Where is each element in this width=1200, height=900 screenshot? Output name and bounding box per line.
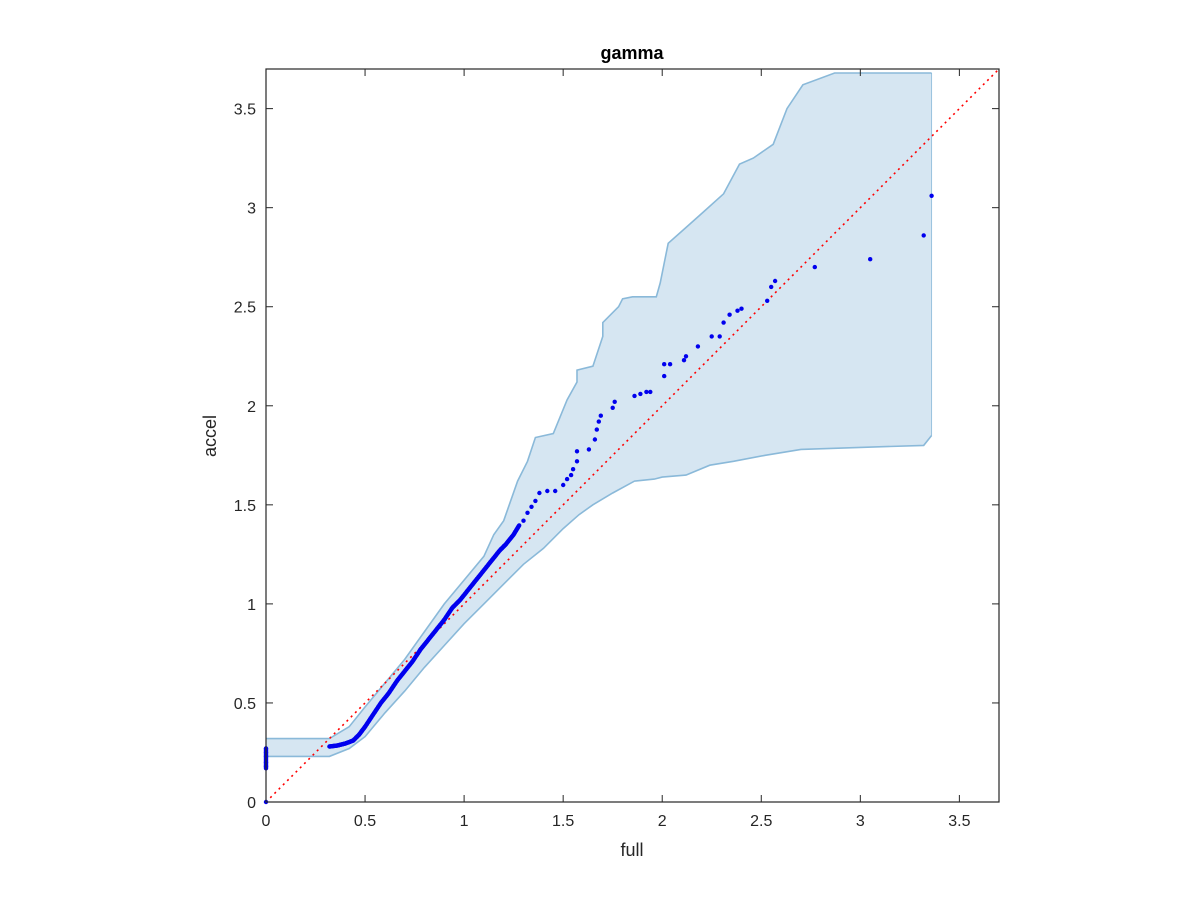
scatter-point: [695, 344, 701, 349]
scatter-point: [644, 389, 649, 395]
band-upper-edge: [266, 72, 932, 740]
confidence-band: [266, 72, 933, 758]
scatter-point: [612, 399, 617, 404]
scatter-point: [662, 373, 667, 379]
scatter-points: [263, 193, 934, 805]
axes-box: [265, 68, 1000, 803]
scatter-point: [638, 391, 643, 397]
scatter-point: [517, 523, 522, 528]
scatter-point: [735, 308, 740, 313]
scatter-point: [574, 449, 580, 454]
scatter-point: [533, 498, 538, 504]
band-fill: [266, 73, 932, 757]
x-tick-label: 3: [856, 813, 865, 830]
scatter-point: [662, 362, 667, 367]
x-axis-ticks: 0 0.5 1 1.5 2 2.5 3 3.5: [262, 69, 971, 830]
scatter-point: [727, 312, 732, 317]
scatter-point: [610, 405, 615, 410]
scatter-point: [525, 510, 530, 515]
scatter-point: [632, 393, 637, 399]
scatter-point: [521, 518, 526, 523]
x-tick-label: 1: [460, 813, 469, 830]
x-tick-label: 2.5: [750, 813, 772, 830]
y-axis-label: accel: [200, 415, 220, 457]
scatter-point: [596, 419, 601, 424]
scatter-point: [681, 358, 687, 363]
chart-title: gamma: [600, 43, 664, 63]
scatter-point: [592, 437, 598, 442]
plot-frame: [265, 68, 1000, 803]
scatter-point: [561, 482, 566, 488]
scatter-point: [769, 284, 774, 290]
scatter-point: [545, 488, 550, 494]
band-lower-edge: [266, 435, 933, 758]
scatter-point: [921, 233, 926, 238]
scatter-point: [594, 427, 599, 432]
y-tick-label: 0.5: [234, 696, 256, 713]
y-tick-label: 3.5: [234, 102, 256, 119]
scatter-point: [553, 488, 558, 494]
x-axis-label: full: [620, 840, 643, 860]
scatter-point: [564, 476, 570, 482]
scatter-point: [739, 306, 744, 311]
x-tick-label: 2: [658, 813, 667, 830]
scatter-point: [529, 504, 534, 509]
scatter-point: [765, 298, 770, 303]
y-tick-label: 0: [247, 795, 256, 812]
scatter-point: [648, 389, 653, 395]
x-tick-label: 0: [262, 813, 271, 830]
scatter-point: [772, 278, 778, 284]
scatter-point: [570, 467, 576, 472]
scatter-point: [683, 354, 689, 359]
x-tick-label: 0.5: [354, 813, 376, 830]
scatter-point: [812, 264, 817, 270]
y-tick-label: 2.5: [234, 300, 256, 317]
scatter-point: [574, 459, 580, 464]
scatter-point: [667, 362, 673, 367]
scatter-point: [717, 334, 722, 339]
x-tick-label: 3.5: [948, 813, 970, 830]
scatter-point: [721, 320, 726, 325]
scatter-point: [537, 490, 542, 496]
y-tick-label: 1: [247, 597, 256, 614]
y-axis-ticks: 0 0.5 1 1.5 2 2.5 3 3.5: [234, 102, 999, 812]
scatter-point: [929, 193, 934, 198]
scatter-point: [709, 334, 714, 339]
x-tick-label: 1.5: [552, 813, 574, 830]
scatter-point: [598, 413, 603, 418]
scatter-point: [568, 472, 574, 478]
scatter-point: [586, 447, 592, 452]
y-tick-label: 2: [247, 399, 256, 416]
y-tick-label: 1.5: [234, 498, 256, 515]
scatter-point: [868, 257, 873, 262]
y-tick-label: 3: [247, 201, 256, 218]
